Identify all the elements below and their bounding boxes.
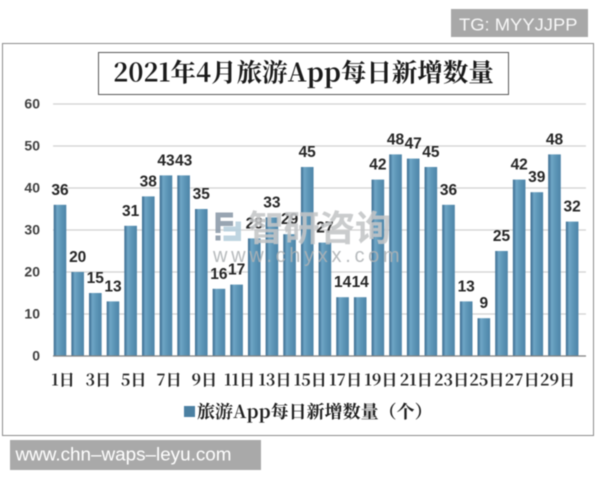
svg-text:13: 13 xyxy=(458,278,476,295)
svg-text:30: 30 xyxy=(24,222,40,238)
svg-text:33: 33 xyxy=(263,194,281,211)
svg-text:9: 9 xyxy=(479,295,488,312)
svg-text:60: 60 xyxy=(24,96,40,112)
svg-text:14: 14 xyxy=(352,274,370,291)
svg-text:16: 16 xyxy=(210,266,228,283)
svg-text:10: 10 xyxy=(24,306,40,322)
svg-text:43: 43 xyxy=(157,152,175,169)
svg-text:36: 36 xyxy=(51,182,69,199)
svg-text:42: 42 xyxy=(511,157,528,174)
svg-text:17: 17 xyxy=(228,262,245,279)
svg-text:48: 48 xyxy=(546,131,564,148)
svg-text:20: 20 xyxy=(69,249,86,266)
svg-text:45: 45 xyxy=(299,144,317,161)
svg-text:43: 43 xyxy=(175,152,193,169)
svg-text:38: 38 xyxy=(140,173,158,190)
svg-text:50: 50 xyxy=(24,138,40,154)
svg-text:www.chyxx.com: www.chyxx.com xyxy=(212,245,403,267)
svg-text:25: 25 xyxy=(493,228,511,245)
svg-text:TG: MYYJJPP: TG: MYYJJPP xyxy=(459,15,578,35)
svg-text:36: 36 xyxy=(440,182,458,199)
svg-text:0: 0 xyxy=(32,348,40,364)
svg-text:42: 42 xyxy=(369,157,386,174)
svg-text:32: 32 xyxy=(563,199,580,216)
svg-text:45: 45 xyxy=(422,144,440,161)
svg-text:31: 31 xyxy=(122,203,140,220)
svg-text:47: 47 xyxy=(405,136,422,153)
svg-text:www.chn–waps–leyu.com: www.chn–waps–leyu.com xyxy=(14,445,231,465)
svg-text:20: 20 xyxy=(24,264,40,280)
svg-text:40: 40 xyxy=(24,180,40,196)
svg-text:13: 13 xyxy=(104,278,122,295)
svg-text:14: 14 xyxy=(334,274,352,291)
svg-text:15: 15 xyxy=(87,270,105,287)
svg-text:48: 48 xyxy=(387,131,405,148)
svg-text:39: 39 xyxy=(528,169,546,186)
svg-text:35: 35 xyxy=(193,186,211,203)
